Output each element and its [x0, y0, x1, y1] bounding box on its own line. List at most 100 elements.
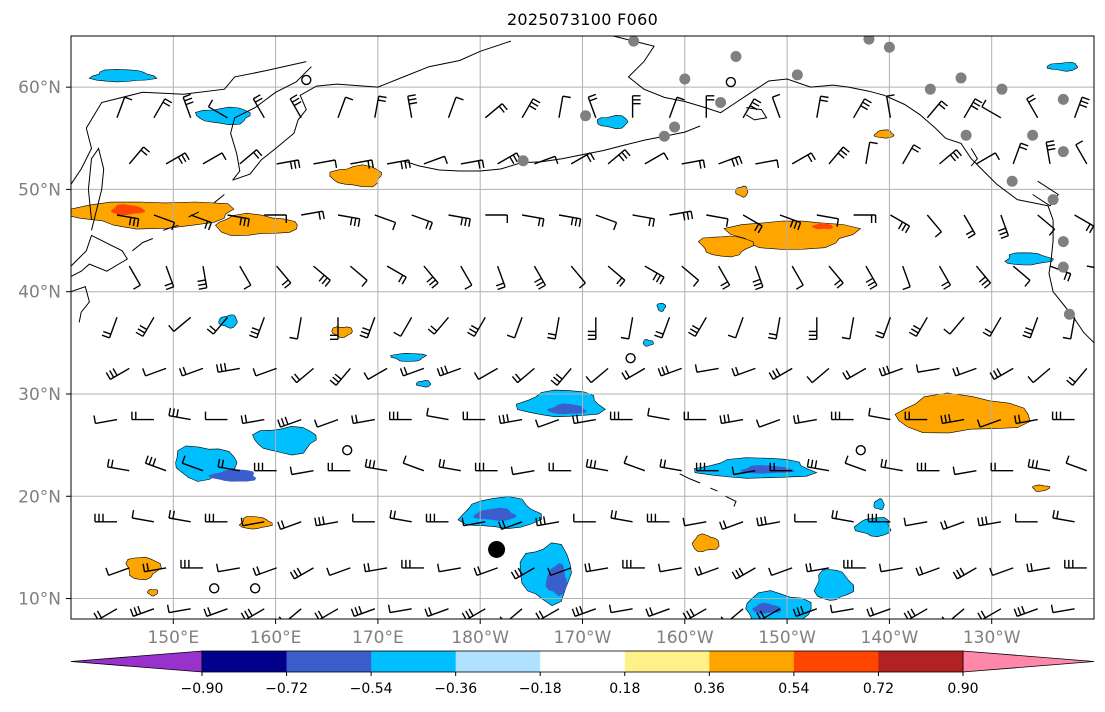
wind-barb: [705, 95, 715, 118]
gray-station-marker: [1006, 175, 1018, 187]
wind-barb: [940, 413, 965, 425]
wind-barb: [313, 418, 339, 428]
coastline: [403, 125, 701, 172]
wind-barb: [681, 159, 706, 169]
lat-tick-label: 40°N: [18, 283, 61, 303]
open-station-marker: [209, 583, 220, 594]
wind-barb: [314, 516, 339, 527]
wind-barb: [142, 562, 167, 573]
wind-barb: [153, 98, 173, 119]
coastline: [71, 194, 72, 197]
wind-barb: [647, 407, 670, 421]
lon-tick-label: 150°E: [147, 628, 199, 648]
wind-barb: [658, 563, 682, 573]
wind-barb: [548, 462, 572, 472]
wind-barb: [197, 265, 208, 290]
wind-barb: [276, 265, 292, 289]
wind-barb: [424, 607, 449, 617]
wind-barb: [402, 455, 425, 472]
gray-station-marker: [1047, 194, 1059, 206]
wind-barb: [535, 608, 560, 619]
wind-barb: [253, 462, 277, 472]
wind-barb: [1014, 414, 1038, 425]
wind-barb: [359, 317, 376, 339]
wind-barb: [462, 411, 486, 421]
wind-barb: [93, 608, 118, 619]
wind-barb: [587, 317, 597, 340]
coastline: [679, 473, 701, 484]
wind-barb: [981, 99, 1002, 119]
wind-barb: [731, 366, 756, 377]
wind-barb: [885, 94, 895, 118]
colorbar-label: −0.18: [519, 681, 562, 697]
wind-barb: [128, 265, 141, 290]
wind-barb: [571, 605, 597, 617]
wind-barb: [506, 317, 523, 339]
wind-barb: [313, 159, 338, 169]
negative-contour: [642, 339, 654, 347]
positive-contour: [329, 164, 383, 188]
wind-barb: [682, 517, 707, 527]
wind-barb: [142, 367, 167, 377]
wind-barb: [607, 149, 631, 165]
open-station-marker: [249, 583, 261, 594]
wind-barb: [387, 604, 412, 614]
wind-barb: [144, 455, 167, 472]
wind-barb: [327, 462, 351, 472]
wind-barb-layer: [93, 93, 1094, 619]
wind-barb: [206, 316, 229, 335]
colorbar-label: −0.90: [181, 681, 224, 697]
wind-barb: [852, 98, 872, 119]
wind-barb: [952, 567, 977, 580]
wind-barb: [550, 367, 572, 386]
wind-barb: [868, 407, 891, 421]
open-station-marker: [855, 445, 866, 456]
wind-barb: [484, 103, 508, 119]
wind-barb: [351, 414, 375, 425]
wind-barb: [521, 98, 541, 119]
gray-station-marker: [679, 73, 691, 85]
wind-barb: [374, 95, 387, 118]
wind-barb: [668, 96, 685, 119]
wind-barb: [975, 265, 992, 289]
wind-barb: [976, 418, 1002, 428]
gray-station-marker: [883, 41, 895, 53]
wind-barb: [337, 214, 361, 227]
colorbar: −0.90 −0.72 −0.54 −0.36 −0.18 0.18 0.36 0.54 0.7…: [70, 650, 1095, 697]
wind-barb: [423, 155, 448, 165]
wind-barb: [363, 367, 388, 381]
negative-contour-strong: [472, 507, 517, 521]
lat-tick-label: 20°N: [18, 487, 61, 507]
wind-barb: [768, 317, 781, 340]
wind-barb: [474, 462, 498, 472]
lat-tick-label: 50°N: [18, 180, 61, 200]
wind-barb: [791, 265, 804, 290]
negative-contour-strong: [740, 465, 795, 474]
wind-barb: [401, 559, 424, 569]
lon-tick-label: 160°W: [656, 628, 714, 648]
negative-contour: [88, 69, 158, 83]
wind-barb: [497, 152, 522, 165]
wind-barb: [101, 317, 118, 339]
wind-barb: [166, 604, 191, 614]
open-station-marker: [342, 445, 353, 456]
wind-barb: [511, 367, 535, 384]
wind-barb: [521, 214, 545, 227]
wind-barb: [202, 152, 227, 165]
wind-barb: [1013, 605, 1038, 617]
wind-barb: [249, 317, 265, 339]
wind-barb: [389, 411, 412, 421]
wind-barb: [620, 317, 634, 340]
wind-barb: [654, 317, 671, 339]
colorbar-label: 0.36: [694, 681, 725, 697]
lon-tick-label: 170°E: [352, 628, 404, 648]
wind-barb: [289, 567, 314, 580]
wind-barb: [791, 152, 816, 165]
wind-barb: [393, 316, 413, 337]
wind-barb: [389, 509, 412, 523]
wind-barb: [131, 509, 155, 523]
wind-barb: [423, 265, 439, 289]
wind-barb: [1073, 96, 1090, 119]
coastline: [613, 36, 1094, 344]
